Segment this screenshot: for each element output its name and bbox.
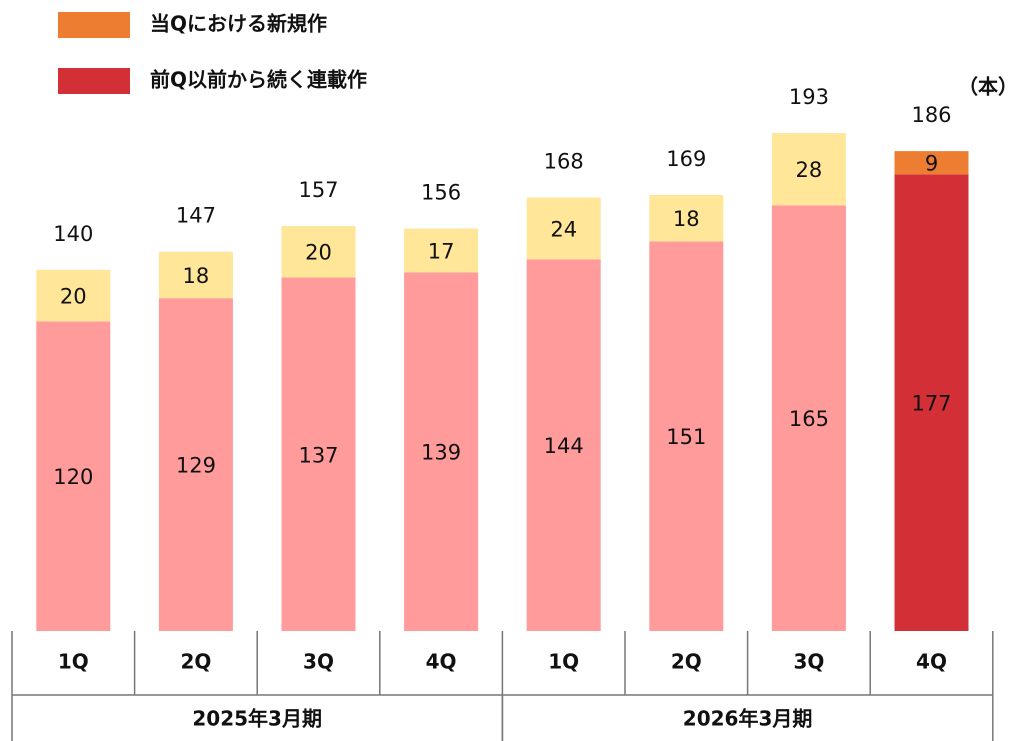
bar-segment: [649, 241, 724, 632]
total-label: 169: [666, 147, 706, 171]
value-label: 20: [305, 241, 332, 265]
x-tick-label: 1Q: [58, 650, 89, 674]
bar-segment: [526, 259, 601, 631]
x-tick-label: 3Q: [793, 650, 824, 674]
value-label: 18: [673, 207, 700, 231]
bar-segment: [281, 225, 356, 278]
value-label: 151: [666, 425, 706, 449]
x-tick-label: 4Q: [426, 650, 457, 674]
bar-segment: [771, 133, 846, 206]
x-tick-label: 2Q: [180, 650, 211, 674]
bar-segment: [281, 277, 356, 631]
value-label: 144: [544, 434, 584, 458]
total-label: 140: [53, 222, 93, 246]
x-tick-label: 3Q: [303, 650, 334, 674]
value-label: 165: [789, 407, 829, 431]
legend-swatch: [58, 68, 130, 94]
legend-label: 前Q以前から続く連載作: [150, 68, 367, 92]
x-tick-label: 2Q: [671, 650, 702, 674]
bar-segment: [894, 174, 969, 631]
value-label: 139: [421, 441, 461, 465]
bar-segment: [36, 321, 111, 631]
value-label: 18: [183, 264, 210, 288]
total-label: 147: [176, 204, 216, 228]
total-label: 186: [911, 103, 951, 127]
total-label: 193: [789, 85, 829, 109]
value-label: 24: [550, 218, 577, 242]
bar-segment: [526, 197, 601, 260]
value-label: 137: [298, 443, 338, 467]
total-label: 156: [421, 181, 461, 205]
value-label: 129: [176, 454, 216, 478]
value-label: 9: [925, 152, 938, 176]
x-tick-label: 1Q: [548, 650, 579, 674]
bar-segment: [404, 228, 479, 273]
bar-segment: [771, 205, 846, 632]
bar-segment: [158, 251, 233, 299]
legend-label: 当Qにおける新規作: [150, 12, 327, 36]
bar-segment: [158, 298, 233, 631]
group-label: 2026年3月期: [683, 707, 813, 731]
value-label: 120: [53, 465, 93, 489]
bar-segment: [649, 194, 724, 242]
legend-swatch: [58, 12, 130, 38]
x-tick-label: 4Q: [916, 650, 947, 674]
value-label: 17: [428, 239, 455, 263]
bar-segment: [894, 151, 969, 175]
value-label: 28: [796, 158, 823, 182]
bar-segment: [404, 272, 479, 631]
total-label: 157: [298, 178, 338, 202]
bar-segment: [36, 269, 111, 322]
unit-label: （本）: [958, 75, 1018, 99]
value-label: 177: [911, 392, 951, 416]
value-label: 20: [60, 285, 87, 309]
total-label: 168: [544, 150, 584, 174]
group-label: 2025年3月期: [192, 707, 322, 731]
